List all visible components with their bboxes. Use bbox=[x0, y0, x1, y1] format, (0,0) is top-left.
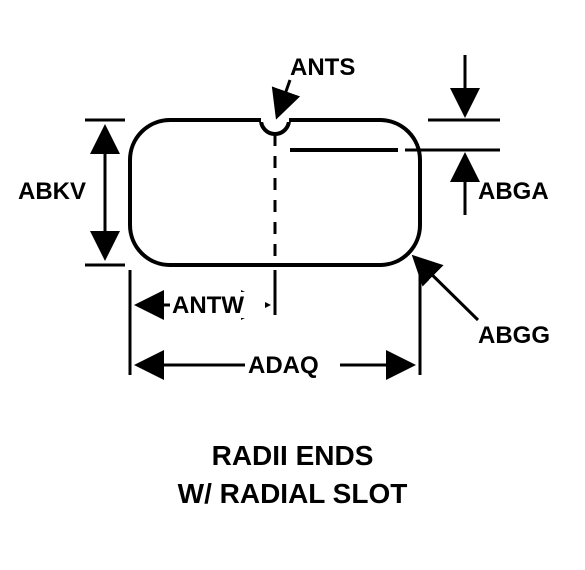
label-ants: ANTS bbox=[290, 54, 355, 82]
caption-line2: W/ RADIAL SLOT bbox=[0, 478, 585, 510]
arrow-ants bbox=[278, 80, 290, 114]
label-adaq: ADAQ bbox=[248, 352, 319, 380]
caption-line1: RADII ENDS bbox=[0, 440, 585, 472]
label-antw: ANTW bbox=[172, 292, 244, 320]
label-abkv: ABKV bbox=[18, 178, 86, 206]
radial-slot bbox=[261, 120, 289, 134]
label-abga: ABGA bbox=[478, 178, 549, 206]
label-abgg: ABGG bbox=[478, 322, 550, 350]
arrow-abgg bbox=[416, 259, 478, 320]
dim-abkv bbox=[85, 120, 125, 265]
